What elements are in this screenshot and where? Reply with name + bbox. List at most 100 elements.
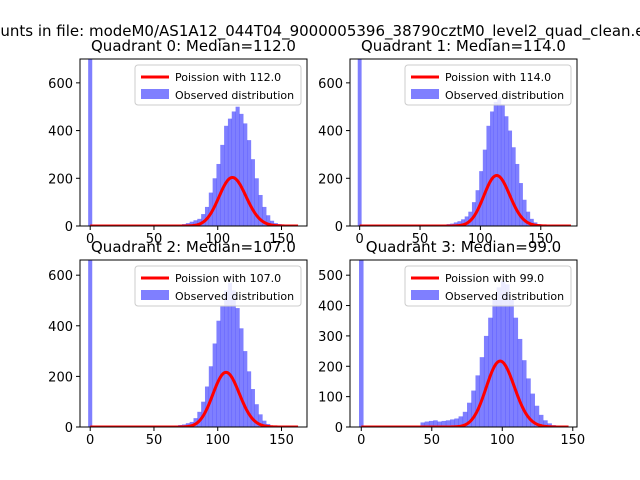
histogram-bar [475,375,480,427]
legend-box [134,64,302,106]
histogram-bar [224,290,229,427]
histogram-bar [500,281,506,427]
histogram-bar [359,260,364,427]
histogram-bar [88,260,93,427]
histogram-bar [490,111,494,226]
y-tick-label: 0 [65,220,73,235]
histogram-bar [486,125,491,226]
histogram-bar [509,299,514,427]
legend-swatch-observed [411,89,439,99]
histogram-bar [513,317,519,427]
histogram-bar [247,371,252,427]
histogram-bar [500,104,505,226]
histogram-bar [189,221,194,226]
chart-plot-area [357,59,572,226]
y-tick-label: 400 [318,300,343,315]
histogram-bar [526,378,531,427]
histogram-bar [457,221,462,226]
chart-panel-2: 0 50 100 150 0 200 400 600 Quadrant 2: Median=10… [48,238,308,448]
x-tick-label: 100 [490,433,515,448]
histogram-bar [433,420,438,427]
histogram-bar [227,118,233,226]
histogram-bar [227,282,233,427]
x-tick-label: 0 [357,433,365,448]
histogram-bar [239,328,244,427]
x-tick-label: 50 [424,433,441,448]
histogram-bar [243,123,248,226]
histogram-bar [517,338,523,427]
y-tick-label: 200 [318,360,343,375]
legend-entry-observed: Observed distribution [445,290,564,303]
chart-legend: Poission with 99.0 Observed distribution [404,265,572,307]
histogram-bar [262,420,267,427]
y-tick-label: 600 [318,77,343,92]
histogram-bar [262,206,267,226]
histogram-bar [235,308,240,427]
histogram-bar [208,192,213,226]
histogram-bar [441,420,447,427]
x-tick-label: 150 [560,433,585,448]
y-tick-label: 200 [318,172,343,187]
histogram-bar [471,390,476,427]
chart-panel-1: 0 50 100 150 0 200 400 600 Quadrant 1: Median=11… [318,37,578,247]
x-tick-label: 0 [356,232,364,247]
legend-swatch-observed [141,290,169,300]
histogram-bar [526,211,531,226]
histogram-bar [529,218,534,226]
poisson-line [89,370,299,427]
histogram-bar [522,360,527,427]
histogram-bar [482,149,487,226]
histogram-bar [220,305,225,427]
histogram-bar [479,357,485,427]
legend-entry-observed: Observed distribution [175,290,294,303]
histogram-bar [445,420,451,427]
histogram-bar [462,411,468,427]
histogram-bar [454,418,459,427]
legend-swatch-observed [411,290,439,300]
histogram-bar [420,422,426,427]
histogram-bar [193,220,198,226]
histogram-bar [511,147,516,226]
y-tick-label: 100 [318,391,343,406]
histogram-bar [357,59,362,226]
x-tick-label: 50 [146,433,163,448]
axes-frame [349,259,578,428]
histogram-bar [437,421,442,427]
legend-entry-poisson: Poission with 107.0 [175,272,281,285]
histogram-bar [497,97,502,226]
legend-box [404,64,572,106]
histogram-bar [250,159,255,226]
histogram-bar [515,163,520,226]
chart-title: Quadrant 0: Median=112.0 [91,37,296,55]
y-tick-label: 600 [48,77,73,92]
y-tick-label: 300 [318,330,343,345]
y-tick-label: 400 [48,125,73,140]
chart-plot-area [88,260,299,427]
histogram-bar [522,199,527,226]
histogram-bar [266,215,271,226]
histogram-bar [197,218,202,226]
histogram-bar [212,343,217,427]
histogram-bar [231,290,236,427]
histogram-bar [504,116,509,226]
legend-swatch-observed [141,89,169,99]
legend-entry-poisson: Poission with 114.0 [445,71,551,84]
chart-plot-area [359,260,570,427]
y-tick-label: 400 [48,320,73,335]
histogram-bar [250,389,255,427]
histogram-bar [483,335,489,427]
poisson-line [360,359,570,427]
histogram-bar [243,351,248,427]
legend-box [134,265,302,307]
x-tick-label: 100 [205,232,230,247]
histogram-bar [212,178,217,226]
y-tick-label: 200 [48,370,73,385]
poisson-line [89,175,299,226]
x-tick-label: 150 [269,232,294,247]
histogram-bar [458,416,464,427]
poisson-line [358,173,572,226]
histogram-bar [464,216,469,226]
histogram-bar [461,219,465,226]
histogram-bar [258,414,263,427]
